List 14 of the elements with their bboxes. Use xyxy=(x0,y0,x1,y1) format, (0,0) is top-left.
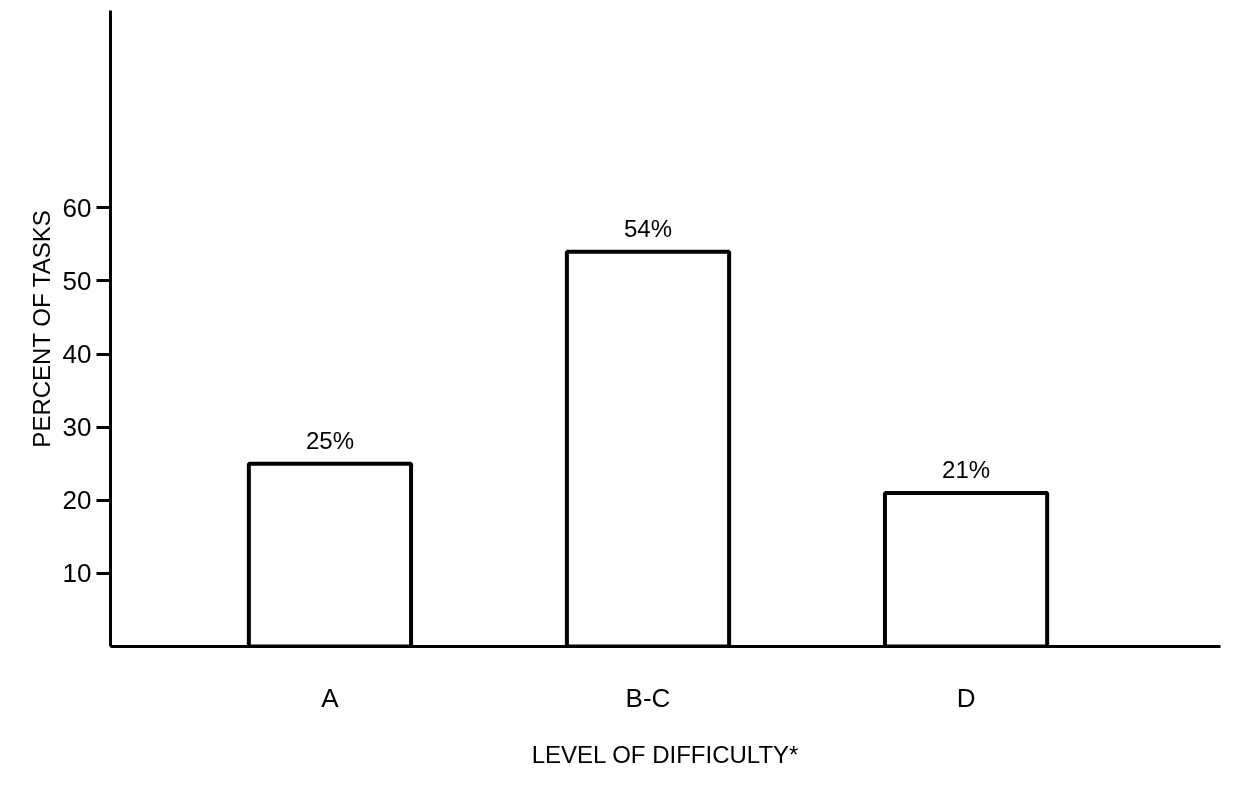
y-tick-label: 20 xyxy=(62,485,92,516)
y-tick-label: 50 xyxy=(62,265,92,296)
data-label: 25% xyxy=(305,426,354,454)
y-tick-label: 30 xyxy=(62,412,92,443)
x-tick-label: B-C xyxy=(625,682,671,713)
x-tick-label: A xyxy=(321,682,340,713)
x-tick-label: D xyxy=(956,682,976,713)
data-label: 21% xyxy=(942,455,991,483)
data-label: 54% xyxy=(623,214,673,242)
y-tick-label: 40 xyxy=(62,339,92,370)
x-axis-title: LEVEL OF DIFFICULTY* xyxy=(531,740,799,768)
y-axis-title: PERCENT OF TASKS xyxy=(27,210,55,448)
y-tick-label: 60 xyxy=(62,192,92,223)
y-tick-label: 10 xyxy=(62,558,92,589)
